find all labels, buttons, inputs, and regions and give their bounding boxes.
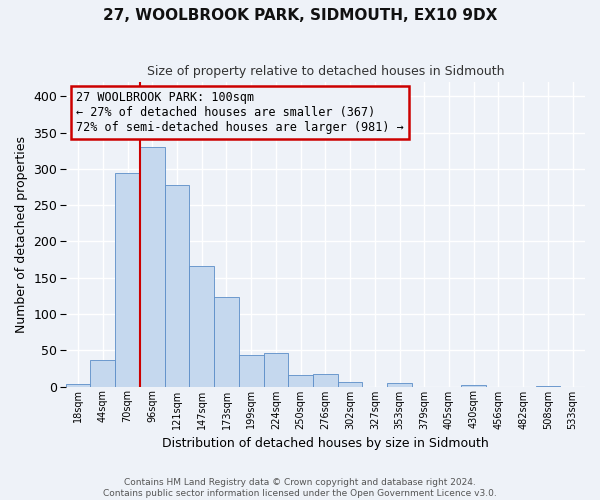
Bar — [66, 384, 91, 386]
Y-axis label: Number of detached properties: Number of detached properties — [15, 136, 28, 332]
Bar — [91, 360, 115, 386]
Bar — [140, 147, 164, 386]
Bar — [190, 266, 214, 386]
Title: Size of property relative to detached houses in Sidmouth: Size of property relative to detached ho… — [146, 65, 504, 78]
X-axis label: Distribution of detached houses by size in Sidmouth: Distribution of detached houses by size … — [162, 437, 489, 450]
Bar — [239, 356, 263, 386]
Bar — [338, 382, 362, 386]
Text: 27 WOOLBROOK PARK: 100sqm
← 27% of detached houses are smaller (367)
72% of semi: 27 WOOLBROOK PARK: 100sqm ← 27% of detac… — [76, 91, 404, 134]
Text: Contains HM Land Registry data © Crown copyright and database right 2024.
Contai: Contains HM Land Registry data © Crown c… — [103, 478, 497, 498]
Bar — [214, 298, 239, 386]
Bar — [387, 383, 412, 386]
Bar — [313, 374, 338, 386]
Bar — [263, 353, 288, 386]
Bar — [461, 385, 486, 386]
Bar — [115, 172, 140, 386]
Bar — [164, 185, 190, 386]
Bar — [288, 375, 313, 386]
Text: 27, WOOLBROOK PARK, SIDMOUTH, EX10 9DX: 27, WOOLBROOK PARK, SIDMOUTH, EX10 9DX — [103, 8, 497, 22]
